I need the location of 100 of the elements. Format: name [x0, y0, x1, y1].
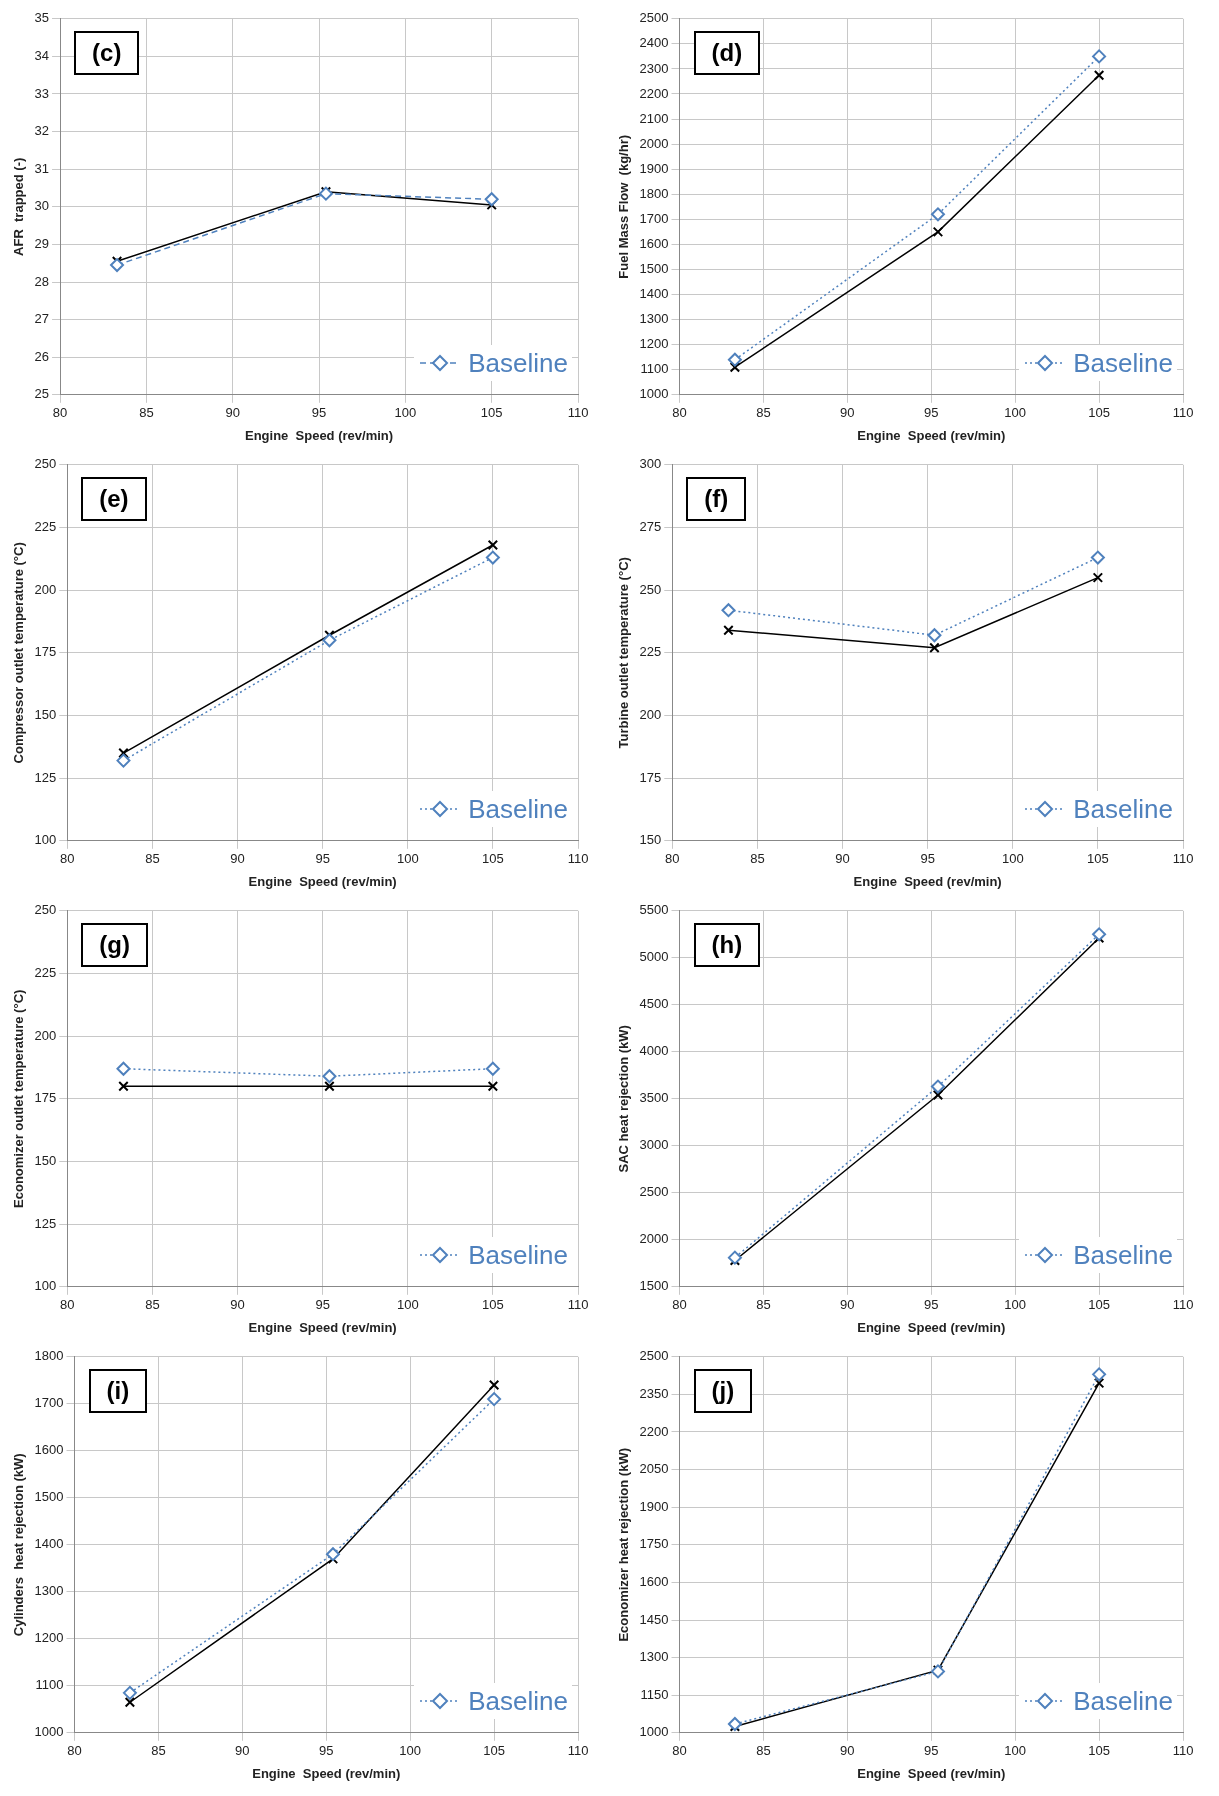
- y-tick-label: 27: [34, 311, 50, 327]
- x-tick-label: 105: [483, 1743, 505, 1759]
- x-tick-label: 95: [315, 851, 330, 867]
- x-tick-label: 100: [399, 1743, 422, 1759]
- annotation: (f): [686, 476, 747, 521]
- y-tick-label: 1600: [639, 1573, 669, 1589]
- y-tick-label: 4500: [639, 996, 669, 1012]
- x-tick-label: 110: [1172, 851, 1194, 867]
- legend-label: Baseline: [1073, 346, 1173, 379]
- y-tick-label: 31: [34, 160, 50, 176]
- x-tick-label: 80: [672, 405, 687, 421]
- y-tick-label: 35: [34, 10, 50, 26]
- y-tick-label: 2500: [639, 1348, 669, 1364]
- y-axis-title: SAC heat rejection (kW): [616, 1025, 632, 1173]
- y-tick-label: 34: [34, 47, 50, 63]
- x-tick-label: 105: [480, 405, 503, 421]
- x-tick-label: 85: [151, 1743, 166, 1759]
- y-tick-label: 1500: [34, 1489, 64, 1505]
- x-tick-label: 110: [1172, 1297, 1194, 1313]
- y-tick-label: 125: [34, 1215, 57, 1231]
- y-tick-label: 25: [34, 386, 50, 402]
- y-tick-label: 2100: [639, 110, 669, 126]
- y-tick-label: 150: [34, 707, 57, 723]
- legend-label: Baseline: [1073, 792, 1173, 825]
- y-tick-label: 1500: [639, 1278, 669, 1294]
- annotation: (i): [88, 1368, 148, 1413]
- x-tick-label: 85: [756, 405, 771, 421]
- x-tick-label: 110: [567, 405, 589, 421]
- y-tick-label: 1600: [639, 235, 669, 251]
- x-tick-label: 85: [145, 851, 160, 867]
- y-tick-label: 2500: [639, 1184, 669, 1200]
- y-tick-label: 175: [34, 1090, 57, 1106]
- x-tick-label: 100: [396, 851, 419, 867]
- x-tick-label: 80: [60, 1297, 75, 1313]
- x-tick-label: 80: [665, 851, 680, 867]
- y-tick-label: 1400: [34, 1536, 64, 1552]
- y-tick-label: 150: [34, 1153, 57, 1169]
- y-axis-title: Economizer outlet temperature (°C): [11, 989, 27, 1208]
- x-axis-title: Engine Speed (rev/min): [252, 1765, 401, 1781]
- y-tick-label: 1900: [639, 1498, 669, 1514]
- x-tick-label: 95: [920, 851, 935, 867]
- y-tick-label: 250: [34, 456, 57, 472]
- x-axis-title: Engine Speed (rev/min): [244, 427, 394, 443]
- y-tick-label: 29: [34, 235, 50, 251]
- legend-label: Baseline: [1073, 1684, 1173, 1717]
- y-tick-label: 1150: [640, 1686, 669, 1702]
- legend-label: Baseline: [468, 792, 568, 825]
- y-tick-label: 250: [34, 902, 57, 918]
- x-tick-label: 105: [1087, 851, 1109, 867]
- annotation: (h): [693, 922, 761, 967]
- x-tick-label: 110: [1172, 405, 1194, 421]
- x-tick-label: 90: [230, 851, 245, 867]
- x-tick-label: 100: [1001, 851, 1024, 867]
- x-tick-label: 100: [1004, 1297, 1027, 1313]
- y-axis-title: Compressor outlet temperature (°C): [11, 542, 27, 764]
- x-tick-label: 85: [139, 405, 154, 421]
- y-tick-label: 200: [34, 581, 57, 597]
- x-tick-label: 80: [52, 405, 68, 421]
- x-tick-label: 85: [145, 1297, 160, 1313]
- y-tick-label: 2050: [639, 1461, 669, 1477]
- y-axis-title: Cylinders heat rejection (kW): [11, 1453, 27, 1637]
- y-tick-label: 175: [639, 769, 662, 785]
- y-tick-label: 1800: [34, 1348, 64, 1364]
- x-tick-label: 85: [756, 1297, 771, 1313]
- y-tick-label: 275: [639, 519, 662, 535]
- x-axis-title: Engine Speed (rev/min): [248, 1319, 397, 1335]
- y-tick-label: 1400: [639, 286, 669, 302]
- x-tick-label: 105: [482, 851, 504, 867]
- y-tick-label: 1300: [34, 1583, 64, 1599]
- y-tick-label: 1300: [639, 1649, 669, 1665]
- x-tick-label: 90: [835, 851, 850, 867]
- annotation: (d): [693, 30, 761, 75]
- annotation: (e): [81, 476, 147, 521]
- x-tick-label: 85: [750, 851, 765, 867]
- y-tick-label: 32: [34, 123, 50, 139]
- y-tick-label: 30: [34, 198, 50, 214]
- y-tick-label: 225: [34, 519, 57, 535]
- x-tick-label: 90: [225, 405, 240, 421]
- y-tick-label: 1700: [639, 210, 669, 226]
- y-tick-label: 5500: [639, 902, 669, 918]
- y-tick-label: 250: [639, 581, 662, 597]
- y-axis-title: Turbine outlet temperature (°C): [616, 557, 632, 749]
- annotation: (g): [81, 922, 148, 967]
- y-tick-label: 2350: [639, 1385, 669, 1401]
- x-tick-label: 85: [756, 1743, 771, 1759]
- y-tick-label: 2400: [639, 35, 669, 51]
- y-tick-label: 100: [34, 1278, 57, 1294]
- y-tick-label: 225: [639, 644, 662, 660]
- y-tick-label: 1900: [639, 160, 669, 176]
- y-tick-label: 175: [34, 644, 57, 660]
- y-tick-label: 300: [639, 456, 662, 472]
- x-tick-label: 80: [672, 1297, 687, 1313]
- x-tick-label: 105: [1088, 1743, 1110, 1759]
- y-tick-label: 2200: [639, 1423, 669, 1439]
- x-tick-label: 90: [235, 1743, 250, 1759]
- y-tick-label: 200: [639, 707, 662, 723]
- x-axis-title: Engine Speed (rev/min): [857, 1319, 1006, 1335]
- x-tick-label: 95: [319, 1743, 334, 1759]
- x-tick-label: 95: [924, 1743, 939, 1759]
- y-tick-label: 1750: [639, 1536, 669, 1552]
